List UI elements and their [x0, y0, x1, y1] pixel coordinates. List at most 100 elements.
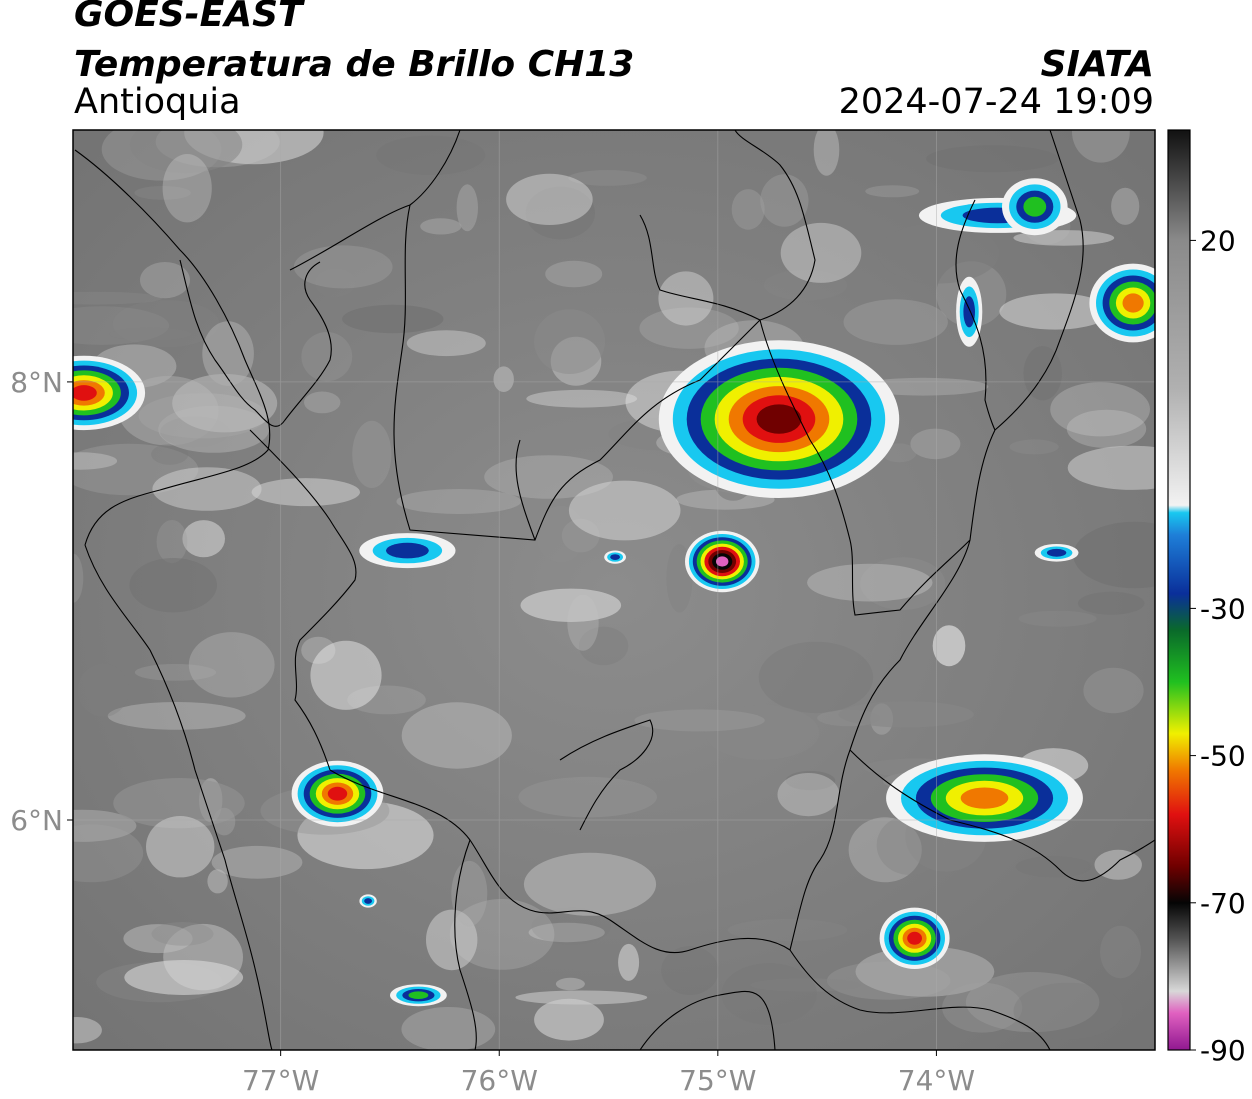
cell-ring: [1046, 548, 1067, 557]
cloud-patch: [134, 186, 191, 200]
cloud-patch: [426, 909, 478, 971]
cloud-patch: [1015, 856, 1092, 878]
cloud-patch: [531, 907, 611, 946]
cloud-patch: [545, 260, 603, 288]
cloud-patch: [860, 557, 946, 610]
cloud-patch: [376, 135, 486, 175]
cloud-patch: [310, 640, 382, 710]
cell-ring: [364, 898, 372, 904]
cloud-patch: [634, 709, 765, 732]
lat-tick-label: 6°N: [10, 804, 63, 837]
graticule: [73, 130, 1155, 1050]
cloud-patch: [301, 636, 336, 664]
cell-overshooting-top: [685, 530, 760, 593]
cell-far-east-small: [1034, 544, 1079, 562]
colorbar: 20 -30 -50 -70 -90: [1167, 129, 1246, 1067]
cloud-patch: [750, 978, 861, 992]
cloud-patch: [1018, 610, 1097, 627]
cloud-patch: [156, 520, 188, 564]
datetime-label: 2024-07-24 19:09: [838, 82, 1154, 122]
cloud-patch: [202, 321, 254, 386]
cell-ring: [716, 556, 729, 567]
cloud-patch: [1072, 130, 1130, 163]
cell-southeast: [879, 907, 950, 969]
cloud-patch: [73, 809, 137, 842]
region-label: Antioquia: [74, 82, 241, 122]
cell-tiny-1: [604, 550, 626, 564]
cloud-patch: [162, 154, 212, 223]
border-santander: [994, 130, 1084, 431]
border-risaralda: [639, 990, 776, 1050]
colorbar-tick-label: -90: [1200, 1034, 1246, 1067]
cloud-patch: [555, 977, 585, 991]
cloud-patch: [1073, 521, 1155, 589]
cloud-patch: [763, 269, 848, 301]
cloud-patch: [401, 702, 512, 769]
cloud-patch: [1077, 591, 1145, 615]
cloud-patch: [999, 293, 1111, 330]
cell-main-central-north: [658, 340, 900, 498]
cloud-patch: [523, 852, 657, 916]
cloud-patch: [506, 173, 593, 225]
lon-tick-label: 74°W: [898, 1064, 975, 1097]
border-antioquia-east-2: [789, 539, 971, 951]
cloud-patch: [942, 982, 1023, 1033]
cell-streak-east: [956, 276, 983, 347]
cloud-patch: [813, 130, 840, 176]
border-bolivar: [639, 130, 816, 321]
cloud-patch: [420, 218, 462, 235]
cloud-patch: [456, 184, 478, 232]
cloud-patch: [848, 817, 922, 883]
cloud-patch: [1083, 667, 1144, 714]
cloud-patch: [293, 245, 393, 289]
colorbar-tick-label: -70: [1200, 887, 1246, 920]
cloud-patch: [146, 816, 215, 878]
satellite-title: GOES-EAST: [74, 0, 303, 35]
cell-ring: [1023, 196, 1047, 217]
cloud-patch: [877, 223, 1000, 284]
cloud-patch: [401, 1007, 496, 1050]
cloud-patch: [73, 452, 118, 470]
cell-south-small-2: [390, 984, 447, 1007]
colorbar-fill: [1168, 130, 1190, 1050]
cloud-patch: [1066, 409, 1147, 449]
cloud-patch: [760, 174, 809, 227]
cloud-patch: [73, 306, 170, 345]
cloud-patch: [926, 145, 1059, 173]
cloud-patch: [525, 186, 595, 240]
cloud-patch: [534, 998, 604, 1041]
cloud-patch: [396, 489, 522, 514]
cloud-patch: [73, 291, 163, 305]
cell-east-edge: [1089, 263, 1155, 343]
cloud-patch: [567, 594, 599, 651]
coastline-urabu-gulf: [179, 259, 332, 427]
cloud-patch: [151, 922, 214, 946]
cloud-patch: [534, 309, 606, 374]
cloud-patch: [352, 420, 392, 488]
border-southwest: [454, 839, 477, 1050]
cloud-patch: [207, 869, 228, 894]
cloud-patch: [213, 807, 236, 836]
cell-ring: [610, 554, 620, 560]
cloud-patch: [1111, 187, 1140, 225]
cloud-patch: [910, 428, 961, 460]
lon-tick-label: 75°W: [679, 1064, 756, 1097]
cloud-patch: [520, 588, 622, 622]
lon-tick-label: 77°W: [242, 1064, 319, 1097]
cloud-patch: [188, 632, 275, 698]
cloud-patch: [865, 185, 920, 198]
cell-south-small-1: [359, 894, 377, 908]
border-antioquia-north: [393, 204, 761, 541]
cloud-patch: [965, 972, 1100, 1033]
cloud-patch: [843, 299, 948, 345]
cloud-patch: [785, 770, 836, 791]
colorbar-ticks: 20 -30 -50 -70 -90: [1190, 224, 1246, 1067]
map-frame: [72, 129, 1156, 1051]
cloud-patch: [658, 271, 714, 326]
product-title: Temperatura de Brillo CH13: [74, 44, 635, 85]
cloud-patch: [1013, 982, 1123, 1040]
cloud-patch: [124, 960, 244, 995]
border-east-dept: [955, 199, 996, 431]
cloud-patch: [758, 641, 874, 714]
